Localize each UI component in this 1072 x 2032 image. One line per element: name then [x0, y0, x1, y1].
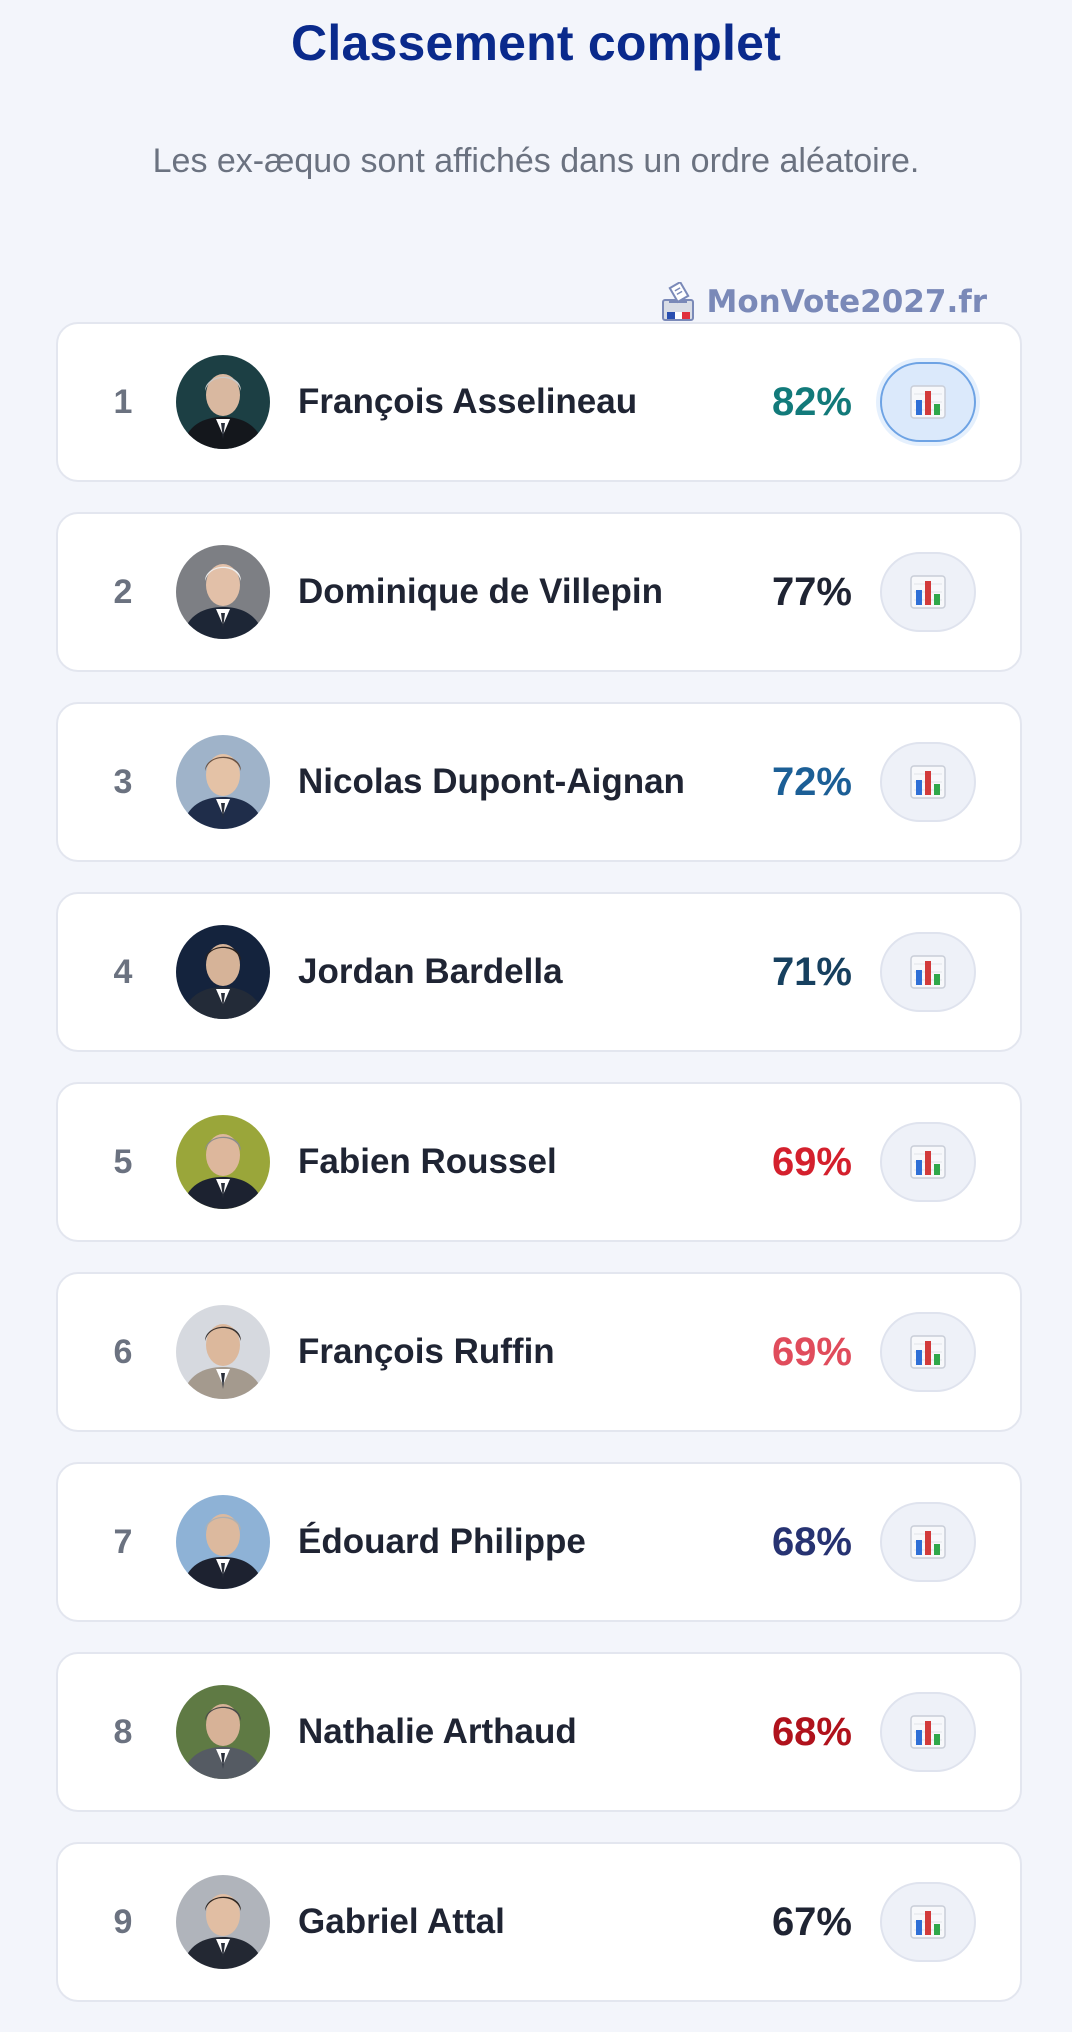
ranking-row: 8 Nathalie Arthaud 68%	[56, 1652, 1022, 1812]
rank-number: 9	[113, 1903, 133, 1941]
candidate-name: Dominique de Villepin	[298, 572, 663, 611]
ranking-row: 3 Nicolas Dupont-Aignan 72%	[56, 702, 1022, 862]
candidate-avatar	[176, 1495, 270, 1589]
rank-number: 1	[113, 383, 133, 421]
bar-chart-icon	[910, 955, 946, 989]
bar-chart-icon	[910, 1335, 946, 1369]
rank-number: 7	[113, 1523, 133, 1561]
candidate-avatar	[176, 355, 270, 449]
stats-button[interactable]	[880, 1502, 976, 1582]
candidate-avatar	[176, 735, 270, 829]
ranking-row: 9 Gabriel Attal 67%	[56, 1842, 1022, 2002]
candidate-score: 71%	[771, 950, 852, 994]
candidate-avatar	[176, 1685, 270, 1779]
candidate-score: 72%	[771, 760, 852, 804]
candidate-name: Fabien Roussel	[298, 1142, 557, 1181]
candidate-avatar	[176, 545, 270, 639]
bar-chart-icon	[910, 575, 946, 609]
ranking-row: 6 François Ruffin 69%	[56, 1272, 1022, 1432]
candidate-name: Nathalie Arthaud	[298, 1712, 577, 1751]
ranking-row: 2 Dominique de Villepin 77%	[56, 512, 1022, 672]
bar-chart-icon	[910, 1715, 946, 1749]
bar-chart-icon	[910, 385, 946, 419]
candidate-name: Gabriel Attal	[298, 1902, 505, 1941]
candidate-avatar	[176, 925, 270, 1019]
candidate-score: 77%	[771, 570, 852, 614]
stats-button[interactable]	[880, 932, 976, 1012]
bar-chart-icon	[910, 765, 946, 799]
bar-chart-icon	[910, 1525, 946, 1559]
candidate-avatar	[176, 1115, 270, 1209]
ballot-box-icon	[661, 282, 694, 321]
ranking-row: 1 François Asselineau 82%	[56, 322, 1022, 482]
candidate-name: Jordan Bardella	[298, 952, 563, 991]
candidate-score: 68%	[771, 1520, 852, 1564]
ranking-list: 1 François Asselineau 82%	[56, 322, 1024, 2032]
candidate-avatar	[176, 1875, 270, 1969]
candidate-score: 67%	[771, 1900, 852, 1944]
stats-button[interactable]	[880, 1692, 976, 1772]
brand-name: MonVote2027.fr	[706, 284, 987, 320]
candidate-name: Nicolas Dupont-Aignan	[298, 762, 685, 801]
bar-chart-icon	[910, 1905, 946, 1939]
rank-number: 2	[113, 573, 133, 611]
ranking-row: 4 Jordan Bardella 71%	[56, 892, 1022, 1052]
stats-button[interactable]	[880, 1312, 976, 1392]
brand-link[interactable]: MonVote2027.fr	[661, 280, 987, 324]
page-title: Classement complet	[291, 15, 781, 71]
candidate-score: 82%	[771, 380, 852, 424]
candidate-avatar	[176, 1305, 270, 1399]
ranking-row: 7 Édouard Philippe 68%	[56, 1462, 1022, 1622]
stats-button[interactable]	[880, 742, 976, 822]
stats-button[interactable]	[880, 552, 976, 632]
candidate-score: 68%	[771, 1710, 852, 1754]
rank-number: 3	[113, 763, 133, 801]
candidate-name: François Ruffin	[298, 1332, 555, 1371]
bar-chart-icon	[910, 1145, 946, 1179]
stats-button[interactable]	[880, 1882, 976, 1962]
rank-number: 8	[113, 1713, 133, 1751]
candidate-name: Édouard Philippe	[298, 1522, 586, 1561]
rank-number: 4	[113, 953, 133, 991]
rank-number: 6	[113, 1333, 133, 1371]
stats-button[interactable]	[880, 1122, 976, 1202]
ranking-row: 5 Fabien Roussel 69%	[56, 1082, 1022, 1242]
candidate-score: 69%	[771, 1330, 852, 1374]
stats-button[interactable]	[880, 362, 976, 442]
candidate-name: François Asselineau	[298, 382, 638, 421]
rank-number: 5	[113, 1143, 133, 1181]
page-subtitle: Les ex-æquo sont affichés dans un ordre …	[152, 142, 920, 180]
candidate-score: 69%	[771, 1140, 852, 1184]
